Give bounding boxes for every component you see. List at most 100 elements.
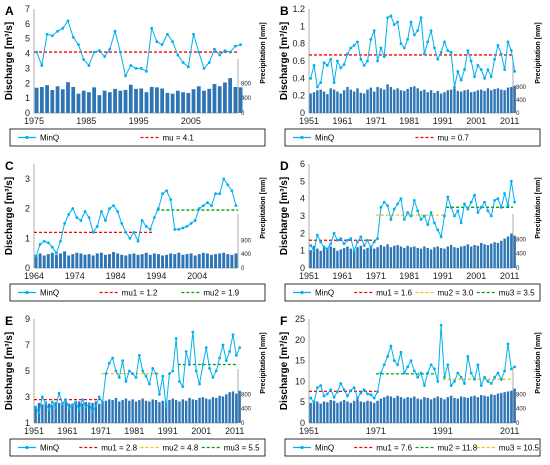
precip-bar (128, 84, 133, 113)
precip-bar (513, 85, 516, 113)
precip-bar (138, 400, 141, 423)
precip-bar (116, 253, 120, 268)
precip-bar (309, 402, 312, 423)
minq-point (386, 355, 389, 358)
x-tick-label: 1951 (299, 426, 319, 436)
precip-bar (446, 397, 449, 423)
precip-bar (416, 398, 419, 423)
precip-bar (366, 89, 369, 113)
precip-bar (399, 246, 403, 268)
precip-bar (202, 90, 206, 113)
minq-point (479, 205, 483, 209)
y-tick-label: 0 (300, 263, 305, 273)
minq-point (197, 50, 201, 54)
minq-point (453, 380, 456, 383)
minq-point (362, 388, 366, 392)
precip-bar (111, 400, 114, 423)
minq-point (332, 81, 336, 85)
y2-tick-label: 0 (241, 421, 245, 427)
panel-e: E 1 3 5 7 9 0 400 800 1951 1961 1971 1981 1991 2001 201… (0, 310, 275, 465)
precip-bar (108, 399, 111, 423)
minq-point (181, 385, 185, 388)
precip-bar (112, 252, 116, 268)
precip-bar (433, 92, 436, 113)
x-tick-label: 1981 (399, 116, 419, 126)
minq-point (453, 85, 456, 89)
precip-bar (63, 251, 67, 268)
precip-bar (510, 87, 513, 113)
minq-point (208, 367, 211, 370)
minq-point (493, 57, 497, 61)
precip-bar (226, 254, 230, 268)
chart-svg-c: C 0 1 2 3 0 400 800 1964 1974 1984 1994 2004 Discharg… (4, 159, 267, 302)
minq-point (315, 386, 319, 390)
precip-bar (486, 88, 490, 113)
minq-point (177, 227, 181, 231)
minq-point (429, 29, 433, 33)
x-tick-label: 1971 (366, 271, 386, 281)
minq-point (139, 67, 143, 70)
y-tick-label: 3 (25, 174, 30, 184)
panel-label: D (280, 159, 289, 173)
minq-point (59, 239, 62, 243)
precip-bar (91, 402, 94, 423)
precip-bar (64, 401, 67, 423)
minq-point (71, 207, 75, 210)
minq-point (389, 218, 393, 221)
x-tick-label: 1971 (366, 116, 386, 126)
minq-point (312, 63, 316, 67)
y2-tick-label: 800 (241, 238, 252, 244)
x-tick-label: 1984 (106, 271, 126, 281)
minq-point (406, 37, 410, 41)
y-axis-label: Discharge [m³/s] (279, 332, 290, 410)
precip-bar (393, 397, 396, 423)
precip-bar (416, 88, 419, 113)
minq-point (356, 40, 359, 44)
panel-label: E (5, 314, 13, 328)
minq-point (202, 67, 206, 70)
precip-bar (429, 249, 433, 268)
minq-point (38, 242, 42, 246)
chart-svg-f: F 0 5 10 15 20 25 0 400 800 1951 1971 1991 2011 Discha… (279, 314, 542, 457)
minq-point (339, 237, 343, 240)
precip-bar (443, 399, 446, 423)
minq-point (483, 200, 486, 204)
x-tick-label: 1964 (24, 271, 44, 281)
minq-point (329, 242, 333, 246)
precip-bar (214, 254, 218, 268)
precip-bar (92, 87, 97, 113)
y2-tick-label: 800 (516, 392, 527, 398)
minq-point (75, 216, 79, 219)
minq-point (456, 371, 460, 375)
precip-bar (403, 90, 406, 113)
minq-point (503, 68, 507, 72)
minq-point (118, 50, 122, 54)
precip-bar (151, 399, 154, 423)
precip-bar (316, 248, 319, 268)
precip-bar (34, 405, 37, 423)
minq-point (319, 240, 323, 244)
x-tick-label: 2011 (500, 271, 519, 281)
precip-bar (436, 90, 439, 113)
legend-box (284, 128, 541, 147)
minq-point (194, 369, 198, 373)
minq-point (346, 52, 349, 56)
y2-tick-label: 800 (516, 237, 527, 243)
precip-bar (44, 401, 47, 423)
precip-bar (124, 398, 128, 423)
precip-bar (413, 246, 416, 268)
x-tick-label: 1981 (124, 426, 144, 436)
precip-bar (81, 403, 84, 423)
precip-bar (201, 397, 205, 423)
x-tick-label: 1951 (24, 426, 44, 436)
minq-point (315, 85, 319, 89)
minq-point (382, 55, 386, 59)
precip-bar (423, 246, 426, 268)
precip-bar (383, 397, 386, 423)
minq-point (406, 365, 410, 369)
minq-line (310, 325, 515, 404)
precip-bar (319, 403, 322, 423)
minq-point (489, 75, 493, 78)
precip-bar (443, 248, 446, 268)
y-tick-label: 1 (300, 246, 305, 256)
